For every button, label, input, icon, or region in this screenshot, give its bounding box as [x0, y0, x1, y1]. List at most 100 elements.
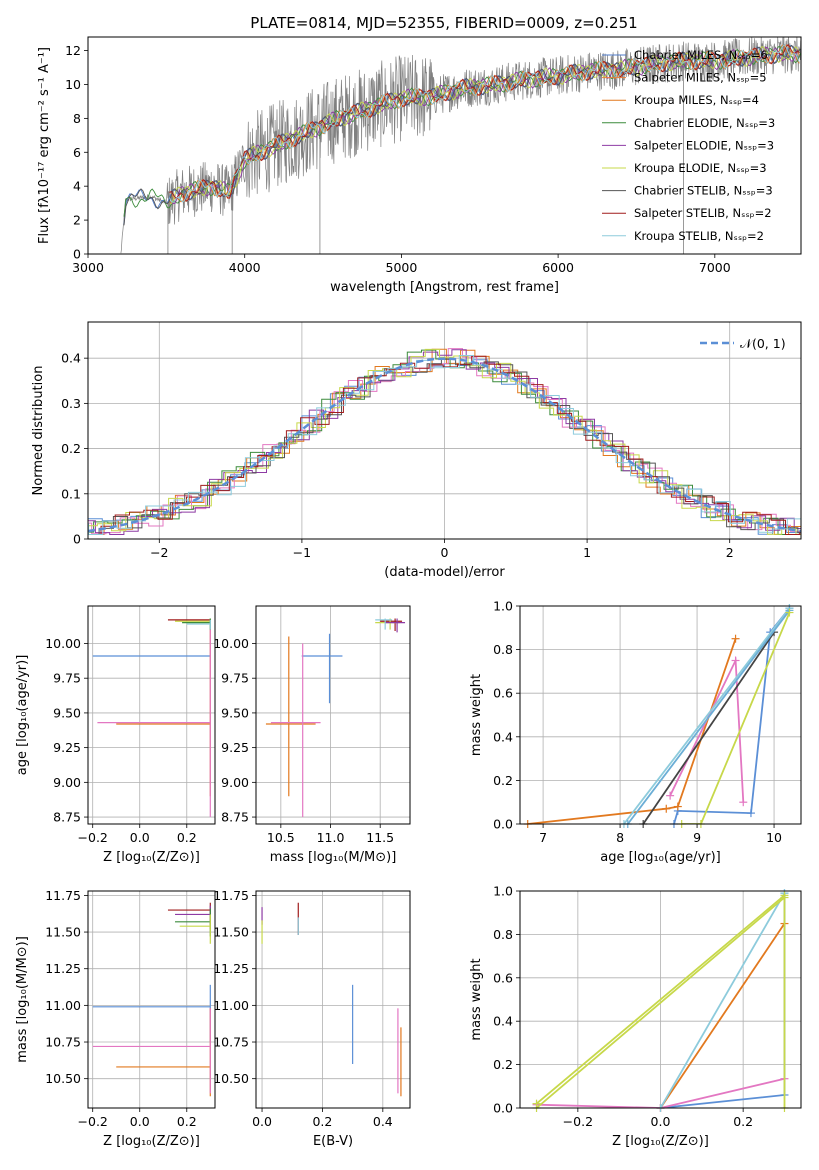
residuals-axes: −2 −1 0 1 2 0 0.1 0.2 0.3 0.4 (data-model)/error No…	[31, 321, 802, 580]
y-tick-label: 9.75	[53, 671, 81, 686]
x-tick-label: 0.2	[177, 1114, 197, 1129]
y-tick-label: 0.4	[493, 1014, 513, 1029]
axes-frame	[255, 605, 411, 825]
y-tick-label: 10.75	[213, 1035, 249, 1050]
series-line	[627, 609, 791, 824]
y-tick-label: 8	[73, 111, 81, 126]
histogram-series	[88, 348, 801, 535]
y-tick-label: 0.3	[61, 396, 81, 411]
x-tick-label: 5000	[386, 260, 418, 275]
histogram-series	[88, 355, 801, 535]
y-tick-label: 0.1	[61, 486, 81, 501]
data-point	[301, 633, 343, 704]
legend-label: Kroupa STELIB, Nₛₛₚ=2	[634, 229, 764, 243]
y-tick-label: 11.50	[213, 925, 249, 940]
x-axis-label: (data-model)/error	[384, 565, 505, 580]
axes-frame	[519, 890, 802, 1109]
histogram-series	[88, 355, 801, 535]
series-line	[642, 631, 775, 824]
x-tick-label: 0.0	[252, 1114, 272, 1129]
y-tick-label: 0.8	[493, 642, 513, 657]
observed-spectrum	[120, 37, 801, 254]
y-tick-label: 11.75	[45, 888, 81, 903]
mass-vs-Z-axes: −0.2 0.0 0.2 10.50 10.75 11.00 11.25 11.50 11.75…	[15, 888, 216, 1149]
y-axis-label: mass [log₁₀(M/M⊙)]	[15, 936, 30, 1063]
y-tick-label: 10.00	[45, 636, 81, 651]
y-tick-label: 10.50	[45, 1071, 81, 1086]
y-tick-label: 9.50	[53, 705, 81, 720]
model-spectrum	[169, 46, 800, 205]
y-tick-label: 10	[65, 77, 81, 92]
series-marker	[666, 791, 675, 800]
data-point	[385, 618, 406, 633]
y-tick-label: 0.0	[493, 1101, 513, 1116]
x-axis-label: Z [log₁₀(Z/Z⊙)]	[103, 1134, 200, 1149]
series-line	[673, 607, 791, 824]
x-tick-label: 0	[441, 545, 449, 560]
y-tick-label: 12	[65, 43, 81, 58]
figure-title: PLATE=0814, MJD=52355, FIBERID=0009, z=0…	[250, 14, 637, 32]
legend-label: 𝒩(0, 1)	[740, 336, 786, 351]
y-tick-label: 8.75	[221, 810, 249, 825]
data-point	[186, 619, 211, 630]
x-tick-label: 7000	[699, 260, 731, 275]
y-tick-label: 11.25	[213, 961, 249, 976]
axes-frame	[255, 890, 411, 1109]
y-tick-label: 0.2	[493, 773, 513, 788]
histogram-series	[88, 349, 801, 535]
y-tick-label: 10.00	[213, 636, 249, 651]
legend-label: Chabrier MILES, Nₛₛₚ=6	[634, 48, 768, 62]
series-marker	[785, 608, 794, 617]
y-tick-label: 1.0	[493, 599, 513, 614]
y-tick-label: 0.8	[493, 927, 513, 942]
y-tick-label: 0.2	[493, 1057, 513, 1072]
x-tick-label: −1	[293, 545, 311, 560]
spectrum-axes: 3000 4000 5000 6000 7000 0 2 4 6 8 10 12 wavelength …	[37, 36, 802, 295]
y-tick-label: 9.00	[221, 775, 249, 790]
series-marker	[746, 809, 755, 818]
legend-label: Kroupa MILES, Nₛₛₚ=4	[634, 93, 759, 107]
series-marker	[662, 804, 671, 813]
y-tick-label: 0.0	[493, 817, 513, 832]
gaussian-curve	[88, 357, 801, 533]
legend-label: Kroupa ELODIE, Nₛₛₚ=3	[634, 161, 767, 175]
x-tick-label: 0.4	[373, 1114, 393, 1129]
y-tick-label: 8.75	[53, 810, 81, 825]
series-line	[536, 1077, 785, 1108]
y-tick-label: 0.2	[61, 441, 81, 456]
y-tick-label: 11.25	[45, 961, 81, 976]
axes-frame	[87, 890, 216, 1109]
y-tick-label: 9.50	[221, 705, 249, 720]
x-tick-label: 3000	[72, 260, 104, 275]
y-tick-label: 0	[73, 247, 81, 262]
y-tick-label: 0.6	[493, 970, 513, 985]
data-point	[265, 636, 316, 797]
data-point	[270, 643, 321, 818]
histogram-series	[88, 359, 801, 535]
x-tick-label: 2	[726, 545, 734, 560]
data-point	[92, 1008, 211, 1094]
data-point	[380, 618, 403, 631]
legend: 𝒩(0, 1)	[700, 336, 786, 351]
x-tick-label: 8	[616, 830, 624, 845]
x-tick-label: 7	[539, 830, 547, 845]
series-line	[535, 896, 786, 1108]
data-point	[97, 629, 211, 818]
series-line	[681, 612, 791, 824]
x-tick-label: 0.0	[130, 1114, 150, 1129]
y-tick-label: 9.00	[53, 775, 81, 790]
legend-label: Chabrier STELIB, Nₛₛₚ=3	[634, 184, 773, 198]
series-line	[623, 607, 791, 824]
series-line	[659, 922, 786, 1108]
x-tick-label: 9	[693, 830, 701, 845]
x-axis-label: E(B-V)	[313, 1134, 353, 1149]
y-tick-label: 0.6	[493, 686, 513, 701]
mass-weight-vs-age-axes: 7 8 9 10 0.0 0.2 0.4 0.6 0.8 1.0 age [log₁₀(age/yr…	[469, 599, 802, 865]
axes-frame	[87, 605, 216, 825]
data-point	[375, 618, 393, 630]
series-marker	[731, 634, 740, 643]
y-tick-label: 11.50	[45, 925, 81, 940]
x-axis-label: Z [log₁₀(Z/Z⊙)]	[612, 1134, 709, 1149]
y-tick-label: 2	[73, 213, 81, 228]
x-tick-label: −0.2	[78, 830, 108, 845]
